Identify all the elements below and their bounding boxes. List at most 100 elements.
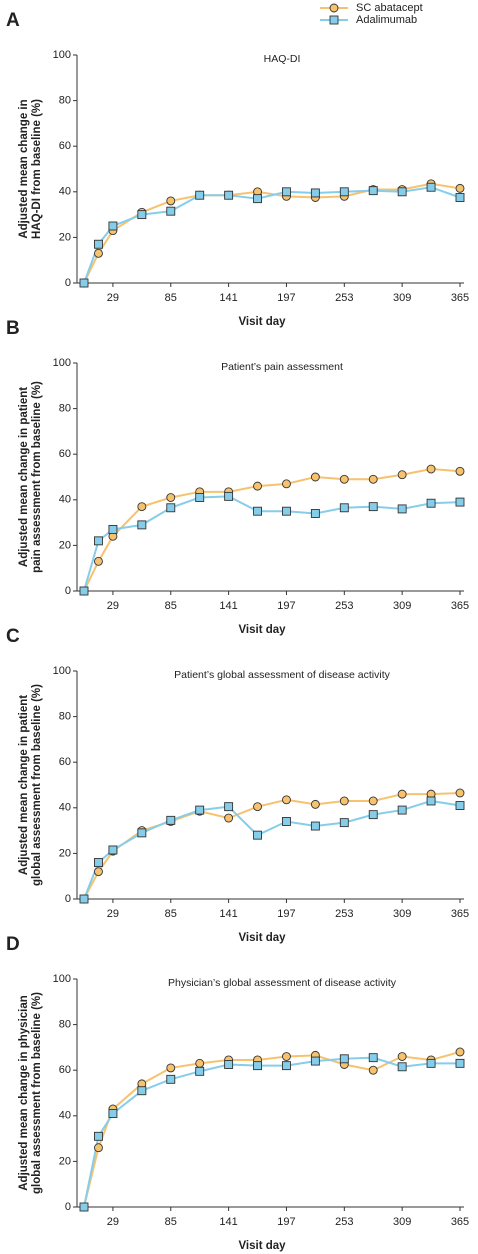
marker [426, 182, 436, 192]
series-line [83, 182, 461, 284]
x-tick-label: 141 [219, 908, 237, 920]
marker [282, 479, 291, 489]
marker [94, 556, 103, 566]
marker [282, 1052, 291, 1061]
marker [79, 278, 89, 288]
marker [224, 813, 234, 823]
marker [253, 481, 262, 491]
marker [195, 190, 205, 200]
y-axis-label: global assessment from baseline (%) [31, 992, 43, 1194]
y-tick-label: 80 [59, 1019, 71, 1031]
marker [137, 210, 147, 220]
marker [79, 1202, 89, 1212]
marker [397, 789, 407, 799]
series-line [83, 799, 461, 900]
x-axis-label: Visit day [238, 624, 286, 636]
marker [94, 1131, 103, 1141]
marker [137, 1086, 147, 1096]
y-tick-label: 40 [59, 1110, 71, 1122]
y-tick-label: 60 [59, 448, 71, 460]
x-tick-label: 253 [335, 908, 353, 920]
y-tick-label: 80 [59, 95, 71, 107]
marker [310, 509, 320, 518]
y-axis-label: Adjusted mean change in patient [18, 695, 30, 875]
marker [397, 187, 407, 197]
marker [455, 497, 465, 507]
y-tick-label: 0 [65, 277, 71, 289]
y-tick-label: 40 [59, 802, 71, 814]
marker [94, 536, 103, 546]
marker [108, 845, 118, 855]
series-line [83, 1050, 461, 1208]
marker [339, 796, 349, 806]
x-axis-label: Visit day [238, 1240, 286, 1252]
marker [253, 802, 262, 812]
y-tick-label: 60 [59, 140, 71, 152]
marker [339, 474, 349, 484]
y-axis-label: Adjusted mean change in [18, 99, 30, 238]
marker [224, 802, 234, 812]
y-tick-label: 20 [59, 1155, 71, 1167]
marker [195, 1066, 205, 1076]
x-tick-label: 365 [451, 908, 469, 920]
y-axis-label: global assessment from baseline (%) [31, 684, 43, 886]
marker [455, 1047, 465, 1057]
y-axis-label: pain assessment from baseline (%) [31, 381, 43, 573]
x-tick-label: 85 [165, 600, 177, 612]
x-tick-label: 309 [393, 908, 411, 920]
marker [282, 506, 291, 516]
x-tick-label: 253 [335, 1216, 353, 1228]
y-tick-label: 80 [59, 711, 71, 723]
x-tick-label: 141 [219, 292, 237, 304]
marker [253, 1061, 262, 1071]
marker [339, 503, 349, 513]
x-axis-label: Visit day [238, 316, 286, 328]
marker [166, 503, 176, 513]
marker [282, 187, 291, 197]
marker [137, 520, 147, 530]
y-tick-label: 20 [59, 847, 71, 859]
marker [166, 815, 176, 825]
marker [426, 796, 436, 806]
marker [166, 493, 176, 502]
x-tick-label: 197 [277, 292, 295, 304]
marker [195, 493, 205, 502]
x-tick-label: 141 [219, 1216, 237, 1228]
x-tick-label: 309 [393, 1216, 411, 1228]
y-tick-label: 0 [65, 893, 71, 905]
marker [166, 1074, 176, 1084]
y-tick-label: 80 [59, 403, 71, 415]
marker [368, 474, 378, 484]
series-line [83, 468, 461, 592]
chart-title: Patient’s pain assessment [221, 361, 343, 373]
marker [368, 796, 378, 806]
marker [339, 187, 349, 197]
y-tick-label: 20 [59, 539, 71, 551]
x-tick-label: 85 [165, 908, 177, 920]
marker [253, 506, 262, 516]
marker [397, 1052, 407, 1061]
marker [339, 818, 349, 828]
chart-title: HAQ-DI [264, 53, 301, 65]
x-tick-label: 29 [107, 908, 119, 920]
x-tick-label: 141 [219, 600, 237, 612]
x-tick-label: 85 [165, 292, 177, 304]
x-tick-label: 365 [451, 1216, 469, 1228]
y-tick-label: 100 [53, 665, 71, 677]
marker [397, 470, 407, 480]
marker [94, 858, 103, 867]
x-tick-label: 365 [451, 292, 469, 304]
marker [455, 1058, 465, 1068]
y-tick-label: 100 [53, 357, 71, 369]
x-tick-label: 309 [393, 600, 411, 612]
marker [94, 1143, 103, 1153]
marker [195, 1058, 205, 1068]
chart-title: Patient’s global assessment of disease a… [174, 669, 391, 681]
y-axis-label: Adjusted mean change in physician [18, 995, 30, 1191]
y-tick-label: 20 [59, 231, 71, 243]
legend-label: Adalimumab [356, 14, 417, 26]
chart-title: Physician’s global assessment of disease… [168, 977, 397, 989]
marker [426, 464, 436, 474]
marker [282, 817, 291, 826]
x-tick-label: 365 [451, 600, 469, 612]
